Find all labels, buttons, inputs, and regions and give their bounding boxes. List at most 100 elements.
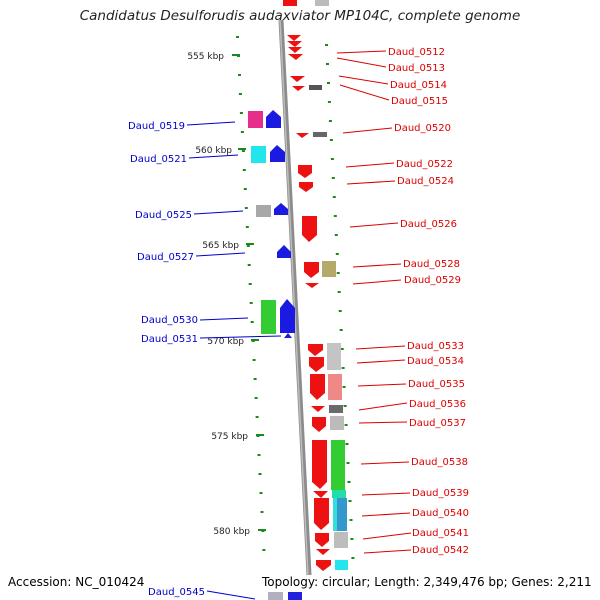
label-leader-line [338, 75, 389, 85]
gene-label-forward: Daud_0539 [412, 488, 469, 499]
minor-tick [351, 557, 355, 559]
gene-feature-top-reverse [283, 0, 297, 6]
label-leader-line [352, 263, 402, 268]
gene-label-reverse: Daud_0525 [135, 210, 192, 221]
minor-tick [339, 329, 343, 331]
gene-feature-lightgrey [327, 343, 341, 370]
gene-feature-cyan [251, 146, 266, 163]
gene-feature-cyan-stripe [333, 498, 337, 531]
label-leader-line [188, 154, 239, 159]
gene-label-forward: Daud_0533 [407, 341, 464, 352]
minor-tick [325, 44, 328, 46]
gene-feature-pink [328, 374, 342, 400]
minor-tick [327, 101, 331, 103]
gene-arrow-red [298, 165, 312, 178]
minor-tick [248, 283, 252, 285]
minor-tick [238, 93, 242, 95]
gene-arrow-red [315, 533, 329, 547]
reverse-strand-genes [248, 110, 302, 600]
gene-arrow-red [309, 357, 324, 372]
gene-arrow-red [288, 47, 302, 53]
gene-label-forward: Daud_0512 [388, 47, 445, 58]
label-leader-line [339, 84, 390, 101]
gene-label-forward: Daud_0524 [397, 176, 454, 187]
minor-tick [245, 226, 249, 228]
minor-tick [242, 169, 246, 171]
minor-tick [244, 207, 248, 209]
minor-tick [243, 188, 247, 190]
minor-tick [332, 196, 336, 198]
gene-arrow-red [314, 498, 329, 530]
gene-arrow-red [287, 41, 302, 47]
minor-tick [250, 321, 254, 323]
gene-arrow-blue [280, 299, 295, 333]
gene-arrow-blue [270, 145, 285, 162]
gene-label-forward: Daud_0515 [391, 96, 448, 107]
minor-tick [350, 538, 354, 540]
label-leader-line [199, 317, 249, 321]
gene-feature-lightgrey [330, 416, 344, 430]
gene-feature-green [261, 300, 276, 334]
genome-summary-text: Topology: circular; Length: 2,349,476 bp… [262, 575, 592, 589]
gene-arrow-red [292, 86, 305, 91]
gene-arrow-red [287, 35, 301, 41]
genome-title: Candidatus Desulforudis audaxviator MP10… [79, 8, 521, 24]
label-leader-line [346, 180, 396, 185]
gene-arrow-red [304, 262, 319, 278]
gene-label-forward: Daud_0520 [394, 123, 451, 134]
minor-tick [239, 112, 243, 114]
minor-tick [331, 177, 335, 179]
gene-label-forward: Daud_0513 [388, 63, 445, 74]
label-leader-line [195, 252, 246, 257]
gene-label-forward: Daud_0529 [404, 275, 461, 286]
gene-feature-bottom-blue [288, 592, 302, 600]
label-leader-line [361, 512, 411, 517]
label-leader-line [355, 345, 406, 350]
minor-tick [253, 378, 257, 380]
scale-label: 565 kbp [202, 241, 239, 251]
minor-tick [327, 82, 330, 84]
minor-tick [259, 492, 263, 494]
label-leader-line [357, 383, 407, 387]
accession-text: Accession: NC_010424 [8, 575, 145, 589]
gene-label-forward: Daud_0537 [409, 418, 466, 429]
minor-tick [236, 36, 239, 38]
minor-tick [255, 416, 259, 418]
scale-label: 570 kbp [207, 337, 244, 347]
minor-tick [334, 234, 338, 236]
gene-feature-darkgrey [329, 405, 343, 413]
label-leader-line [199, 335, 282, 339]
gene-label-reverse: Daud_0530 [141, 315, 198, 326]
genome-backbone [278, 19, 312, 576]
gene-arrow-red [313, 491, 328, 498]
gene-arrow-red [288, 54, 303, 60]
minor-tick [344, 424, 348, 426]
scale-label: 580 kbp [213, 527, 250, 537]
label-leader-line [352, 279, 402, 285]
minor-tick [349, 519, 353, 521]
gene-label-forward: Daud_0541 [412, 528, 469, 539]
gene-label-reverse: Daud_0521 [130, 154, 187, 165]
label-leader-line [356, 359, 406, 364]
gene-feature-top-forward [315, 0, 329, 6]
minor-tick [330, 158, 334, 160]
gene-label-reverse: Daud_0519 [128, 121, 185, 132]
minor-tick [346, 462, 350, 464]
label-leader-line [345, 162, 395, 168]
gene-feature-magenta [248, 111, 263, 128]
gene-label-reverse: Daud_0531 [141, 334, 198, 345]
gene-feature-green [331, 440, 345, 490]
label-leader-line [206, 590, 256, 600]
minor-tick [329, 139, 333, 141]
gene-arrow-red [308, 344, 323, 356]
gene-arrow-blue [274, 203, 288, 215]
label-leader-line [362, 532, 412, 540]
label-leader-line [361, 492, 411, 496]
tick-marks-right [325, 44, 355, 559]
label-leader-line [336, 50, 387, 54]
minor-tick [336, 272, 340, 274]
minor-tick [260, 511, 264, 513]
minor-tick [249, 302, 253, 304]
genome-backbone-highlight [279, 19, 309, 576]
